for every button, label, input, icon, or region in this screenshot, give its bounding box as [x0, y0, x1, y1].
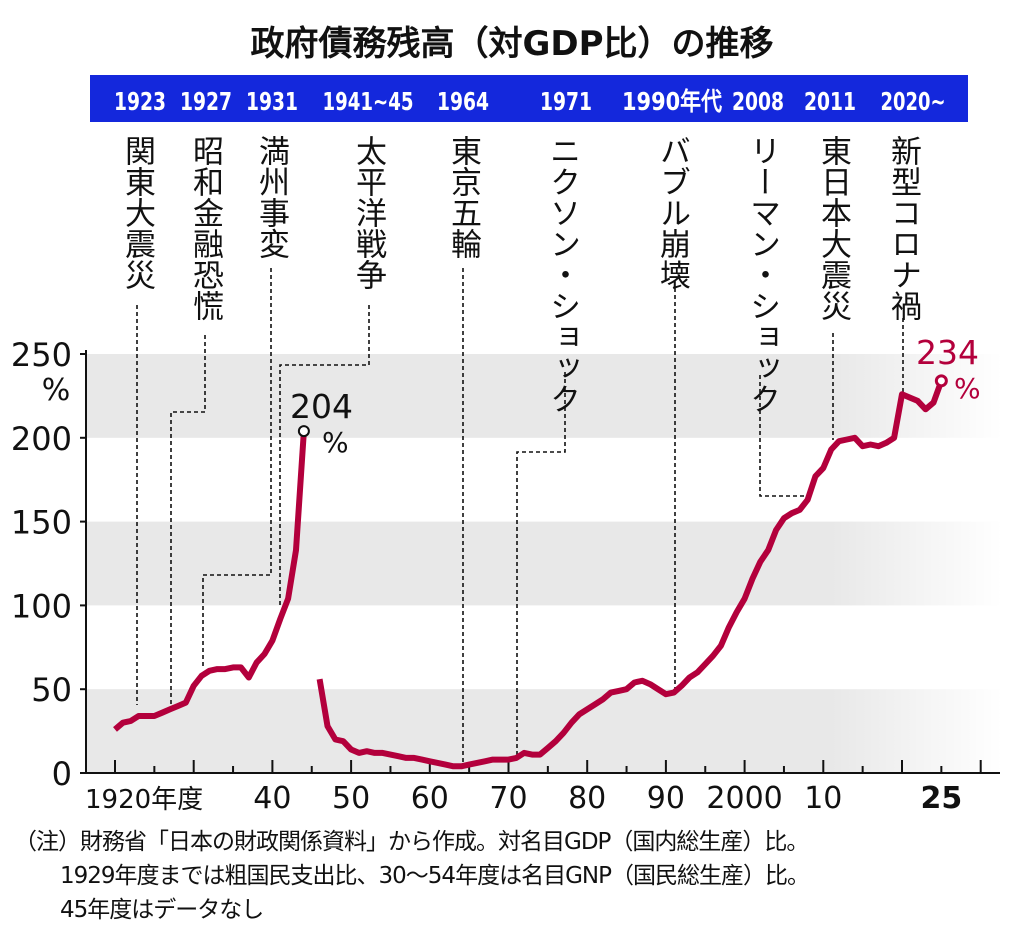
x-tick-label: 1920年度: [85, 785, 203, 815]
event-label: 太平洋戦争: [350, 135, 386, 290]
y-tick-label: 150: [11, 504, 72, 542]
latest-marker: [934, 374, 948, 388]
leader-line: [279, 305, 370, 605]
x-tick-label: 50: [332, 781, 370, 816]
y-tick-label: 100: [11, 587, 72, 625]
x-tick-label: 90: [647, 781, 685, 816]
banner-year: 1941~45: [323, 87, 414, 116]
banner-year: 2011: [804, 87, 856, 116]
event-label: ニクソン・ショック: [544, 135, 580, 414]
peak-value-label: 204: [290, 387, 353, 426]
note-line-1: （注）財務省「日本の財政関係資料」から作成。対名目GDP（国内総生産）比。: [14, 829, 809, 855]
annotations: 204%234%: [290, 333, 981, 459]
banner-year: 1927: [180, 87, 232, 116]
leader-line: [759, 375, 805, 497]
leader-line: [516, 372, 566, 757]
latest-value-label: 234: [916, 333, 979, 372]
x-tick-label: 10: [804, 781, 842, 816]
latest-unit-label: %: [954, 372, 981, 405]
banner-background: [90, 75, 968, 122]
axes: 0 50 100 150 200 250% 1920年度 40 50 60 70 80 90 2000 10…: [11, 336, 1000, 816]
y-tick-label: 0: [52, 755, 72, 793]
y-tick-label: 50: [31, 671, 72, 709]
event-label: リーマン・ショック: [744, 135, 780, 414]
series: [113, 379, 945, 770]
x-tick-label: 25: [920, 781, 962, 816]
debt-ratio-line: [316, 379, 945, 770]
banner-year: 1923: [114, 87, 166, 116]
event-leader-lines: [136, 268, 904, 765]
x-tick-label: 70: [489, 781, 527, 816]
timeline-banner: 1923 1927 1931 1941~45 1964 1971 1990年代 2008 201…: [90, 75, 968, 122]
banner-year: 2008: [732, 87, 784, 116]
x-tick-label: 40: [253, 781, 291, 816]
y-tick-label: 200: [11, 420, 72, 458]
note-line-3: 45年度はデータなし: [60, 897, 264, 923]
x-tick-label: 60: [411, 781, 449, 816]
banner-year: 1964: [437, 87, 489, 116]
band-fade: [830, 350, 1002, 773]
event-label: 昭和金融恐慌: [187, 135, 224, 321]
event-label: 関東大震災: [119, 135, 155, 290]
event-labels: 関東大震災 昭和金融恐慌 満州事変 太平洋戦争 東京五輪 ニクソン・ショック バブル崩壊 リー…: [119, 135, 922, 414]
leader-line: [202, 268, 272, 668]
event-label: 東日本大震災: [815, 135, 851, 321]
peak-unit-label: %: [322, 426, 349, 459]
event-label: バブル崩壊: [654, 135, 691, 290]
y-tick-label: 250: [11, 336, 72, 374]
x-tick-label: 80: [568, 781, 606, 816]
chart-title: 政府債務残高（対GDP比）の推移: [250, 24, 773, 64]
leader-line: [170, 335, 206, 705]
banner-year: 1990年代: [622, 87, 722, 116]
peak-marker: [297, 425, 310, 438]
note-line-2: 1929年度までは粗国民支出比、30～54年度は名目GNP（国民総生産）比。: [60, 863, 810, 889]
event-label: 満州事変: [253, 135, 290, 259]
event-label: 新型コロナ禍: [885, 135, 922, 321]
banner-year: 1931: [246, 87, 298, 116]
x-tick-label: 2000: [706, 781, 782, 816]
event-label: 東京五輪: [445, 135, 481, 259]
banner-year: 2020~: [881, 87, 946, 116]
banner-year: 1971: [540, 87, 592, 116]
y-unit-label: %: [42, 373, 71, 408]
